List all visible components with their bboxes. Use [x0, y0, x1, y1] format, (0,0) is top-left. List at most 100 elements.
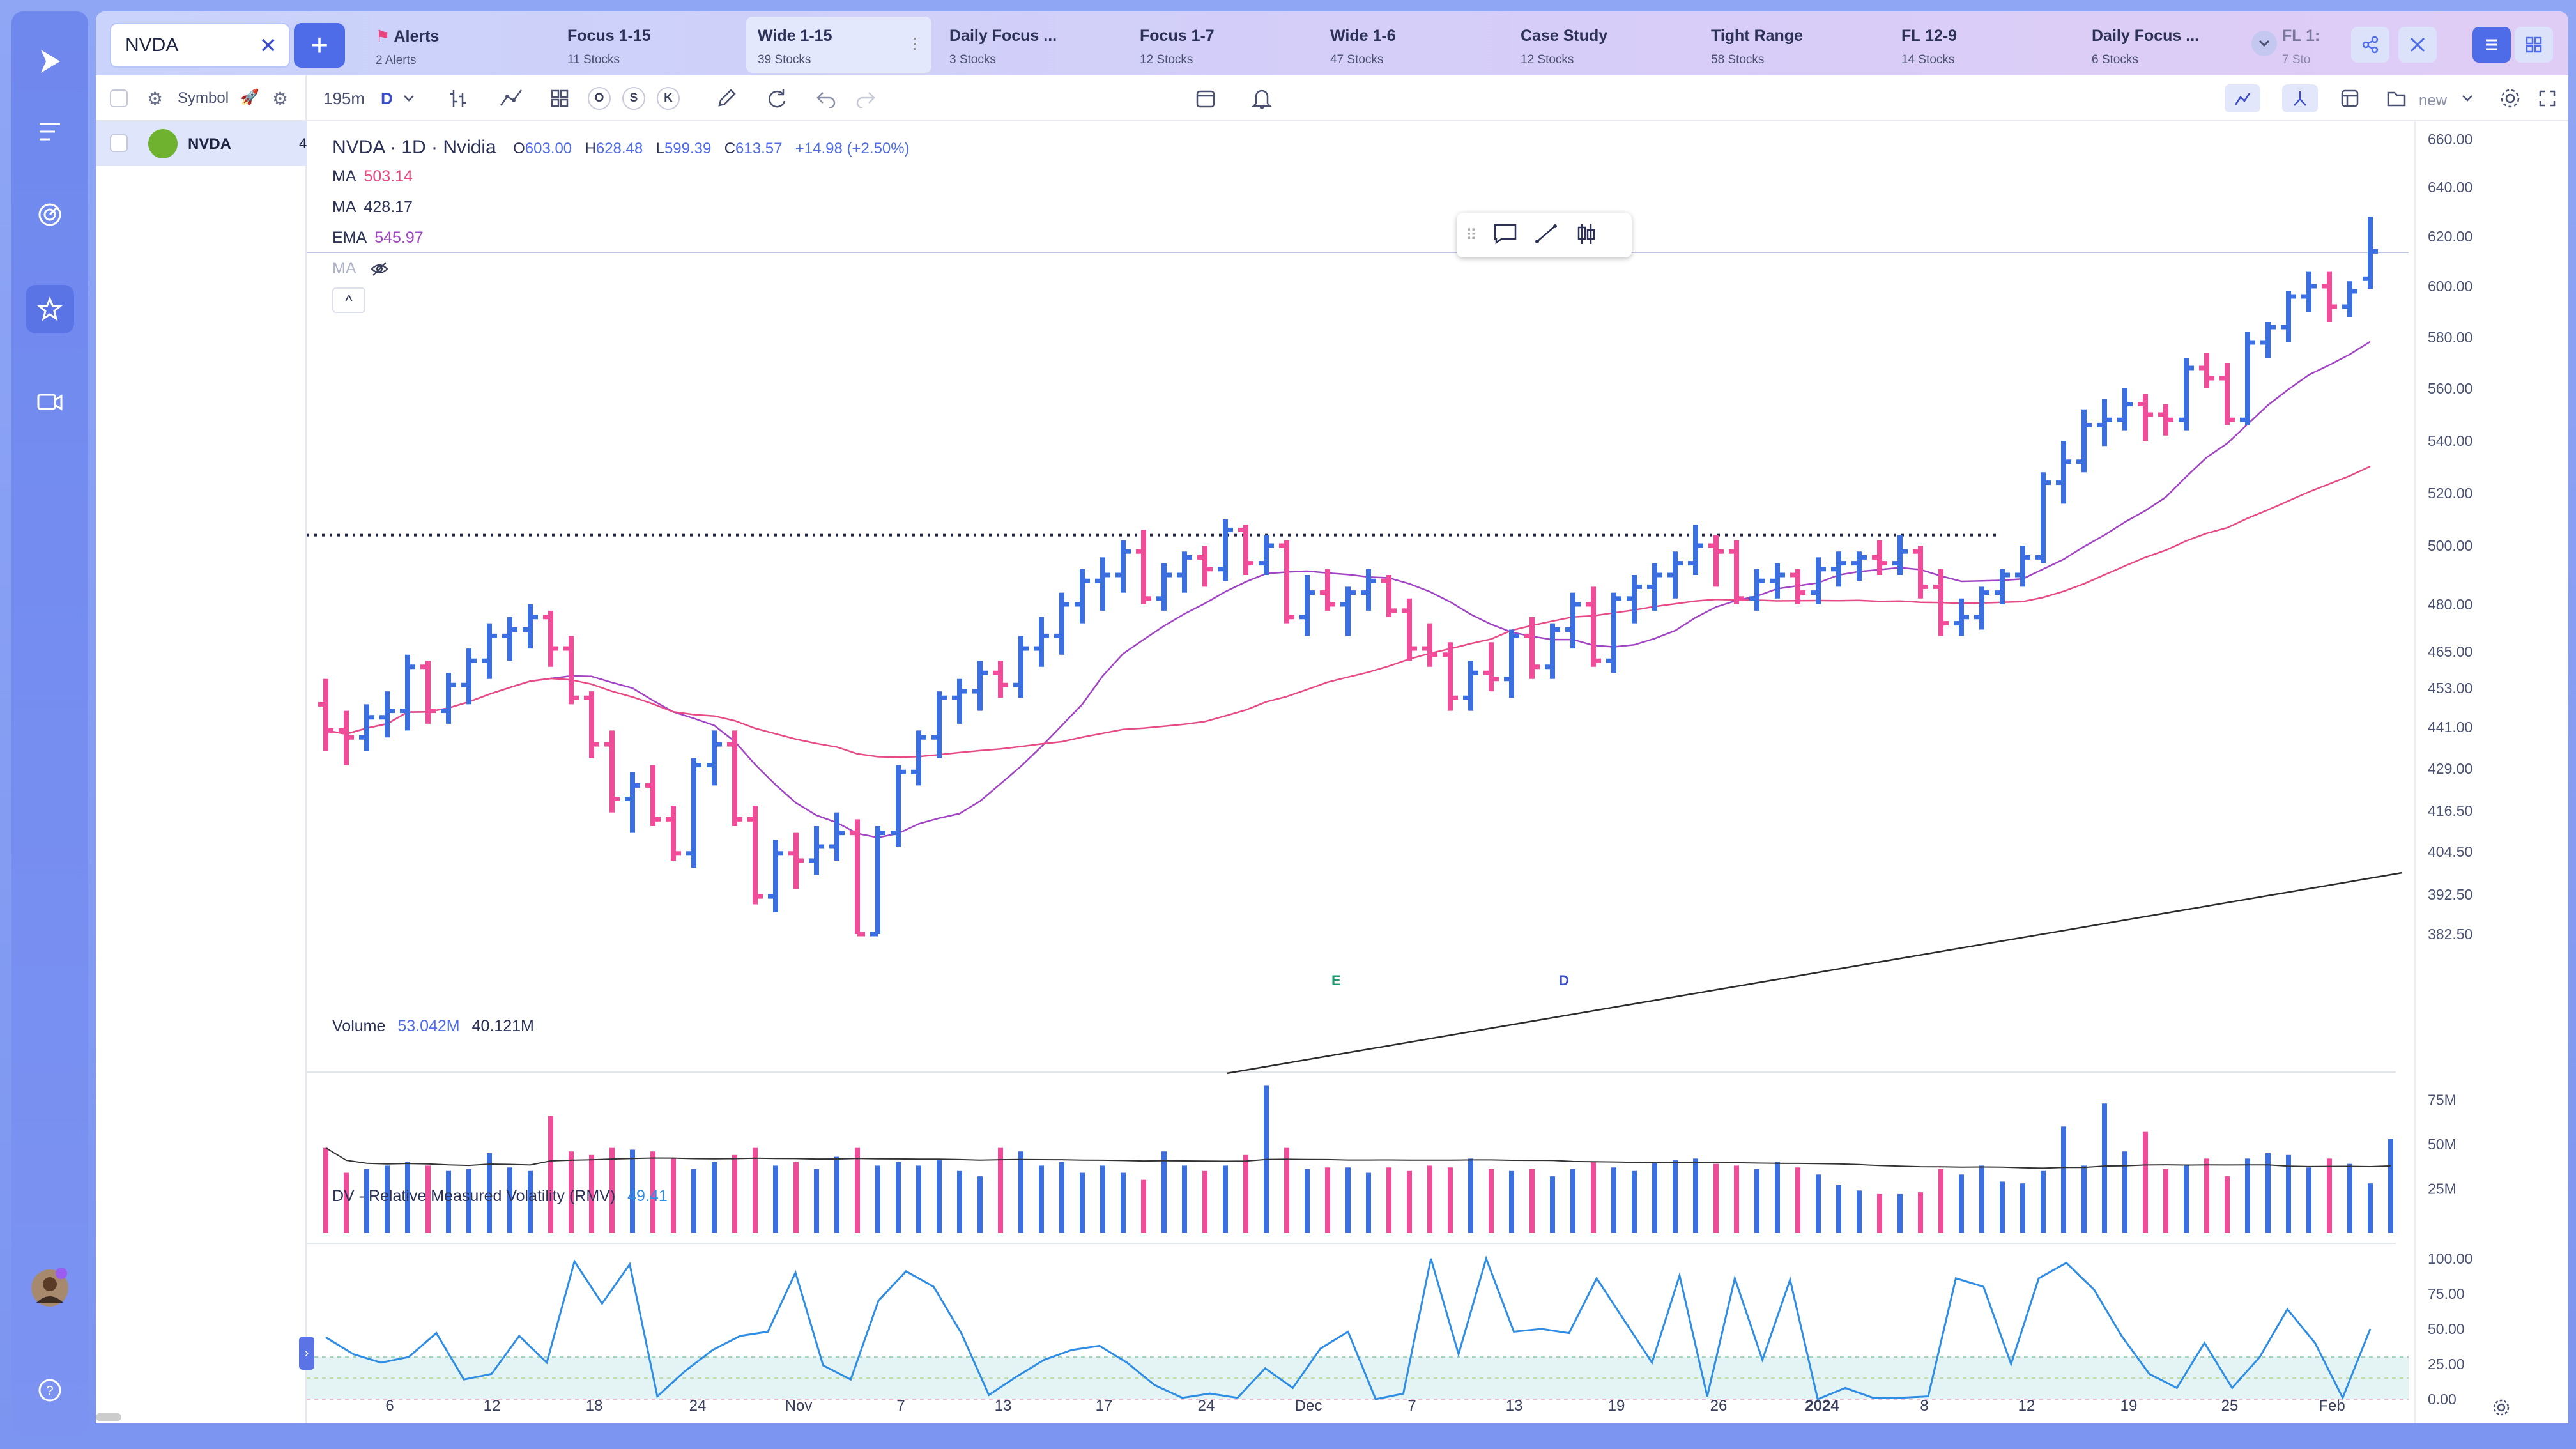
price-tick-label: 640.00 [2428, 179, 2472, 195]
tab-subtitle: 11 Stocks [567, 53, 620, 66]
grid-view-icon[interactable] [2515, 27, 2553, 63]
price-tick-label: 465.00 [2428, 643, 2472, 660]
tab-focus-1-15[interactable]: Focus 1-15 11 Stocks [556, 17, 741, 73]
candle-tool-icon[interactable] [1574, 222, 1600, 249]
tab-fl-1[interactable]: FL 1: 7 Sto [2271, 17, 2366, 73]
list-item[interactable]: NVDA 4 [96, 121, 307, 166]
folder-icon[interactable] [2386, 84, 2407, 112]
tab-daily-focus[interactable]: Daily Focus ... 3 Stocks [938, 17, 1123, 73]
period-dropdown-icon[interactable] [402, 84, 415, 112]
earnings-event-marker[interactable]: E [1331, 972, 1341, 988]
rocket-icon[interactable]: 🚀 [240, 89, 259, 106]
o-toggle-button[interactable]: O [588, 87, 611, 110]
open-value: 603.00 [525, 140, 572, 157]
ohlc-bar [2035, 472, 2051, 564]
layout-name-select[interactable]: new [2419, 92, 2448, 109]
price-chart[interactable]: 660.00 640.00 620.00 600.00 580.00 560.00 540.… [307, 121, 2568, 1423]
layout-grid-icon[interactable] [549, 84, 570, 112]
expand-panel-chevron-icon[interactable]: › [299, 1337, 314, 1370]
x-tick-label: 7 [1407, 1397, 1416, 1414]
tab-subtitle: 2 Alerts [376, 54, 417, 67]
ohlc-bar [1831, 551, 1846, 587]
volume-bar [1284, 1147, 1289, 1233]
chart-style-line-icon[interactable] [2225, 84, 2260, 112]
fullscreen-icon[interactable] [2538, 84, 2557, 112]
help-icon[interactable]: ? [26, 1366, 74, 1414]
draw-pencil-icon[interactable] [716, 84, 737, 112]
x-share-icon[interactable] [2398, 27, 2437, 63]
radar-icon[interactable] [26, 190, 74, 239]
tab-wide-1-6[interactable]: Wide 1-6 47 Stocks [1319, 17, 1504, 73]
tab-daily-focus-2[interactable]: Daily Focus ... 6 Stocks [2080, 17, 2266, 73]
dividend-event-marker[interactable]: D [1559, 972, 1569, 988]
ma-value: 503.14 [364, 167, 413, 185]
tab-subtitle: 47 Stocks [1330, 53, 1384, 66]
chart-compare-icon[interactable] [2282, 84, 2318, 112]
watchlist-star-icon[interactable] [26, 285, 74, 334]
user-avatar[interactable] [26, 1264, 74, 1312]
logo-icon[interactable] [26, 37, 74, 86]
column-settings-gear-icon[interactable]: ⚙ [272, 89, 289, 109]
comment-icon[interactable] [1492, 222, 1518, 249]
layout-dropdown-icon[interactable] [2461, 84, 2474, 112]
row-checkbox[interactable] [110, 134, 128, 152]
chart-settings-gear-icon[interactable] [2499, 84, 2521, 112]
undo-icon[interactable] [815, 84, 837, 112]
volume-legend[interactable]: Volume 53.042M 40.121M [332, 1017, 534, 1036]
ohlc-bar [850, 819, 865, 937]
menu-icon[interactable] [26, 107, 74, 156]
ma-legend-1[interactable]: MA 503.14 [332, 167, 413, 186]
trendline-icon[interactable] [1533, 222, 1559, 249]
high-value: 628.48 [595, 140, 643, 157]
clear-search-icon[interactable]: ✕ [259, 34, 278, 58]
indicators-icon[interactable] [498, 84, 524, 112]
refresh-icon[interactable] [765, 84, 788, 112]
tab-focus-1-7[interactable]: Focus 1-7 12 Stocks [1128, 17, 1314, 73]
tab-case-study[interactable]: Case Study 12 Stocks [1509, 17, 1694, 73]
alert-bell-icon[interactable] [1251, 84, 1273, 112]
volume-bar [2347, 1163, 2352, 1233]
rmv-legend[interactable]: DV - Relative Measured Volatility (RMV) … [332, 1187, 668, 1206]
ma-legend-2[interactable]: MA 428.17 [332, 198, 413, 217]
redo-icon[interactable] [855, 84, 877, 112]
ema-legend[interactable]: EMA 545.97 [332, 229, 424, 247]
volume-bar [528, 1170, 533, 1233]
tab-title: Daily Focus ... [2092, 27, 2200, 45]
symbol-search-input[interactable]: NVDA ✕ [110, 23, 290, 68]
interval-selector[interactable]: 195m [323, 88, 365, 108]
hidden-eye-icon[interactable] [370, 259, 389, 277]
scroll-tabs-chevron-icon[interactable] [2251, 31, 2277, 56]
list-view-icon[interactable] [2472, 27, 2511, 63]
collapse-legend-button[interactable]: ^ [332, 288, 365, 313]
add-watchlist-button[interactable]: + [294, 23, 345, 68]
nvidia-logo-icon [148, 129, 178, 158]
k-toggle-button[interactable]: K [657, 87, 680, 110]
price-tick-label: 441.00 [2428, 719, 2472, 735]
tab-alerts[interactable]: ⚑ Alerts 2 Alerts [364, 17, 549, 73]
video-icon[interactable] [26, 378, 74, 427]
symbol-search-value[interactable]: NVDA [125, 34, 179, 56]
tab-fl-12-9[interactable]: FL 12-9 14 Stocks [1890, 17, 2075, 73]
share-icon[interactable] [2351, 27, 2389, 63]
list-settings-gear-icon[interactable]: ⚙ [147, 89, 164, 109]
bar-type-icon[interactable] [447, 84, 469, 112]
svg-text:?: ? [46, 1384, 53, 1398]
calendar-icon[interactable] [1195, 84, 1216, 112]
s-toggle-button[interactable]: S [622, 87, 645, 110]
open-label: O [513, 140, 525, 157]
tab-wide-1-15[interactable]: Wide 1-15 39 Stocks ⋮ [746, 17, 931, 73]
tab-drag-handle-icon[interactable]: ⋮ [907, 35, 923, 52]
period-selector[interactable]: D [381, 88, 393, 108]
drag-handle-icon[interactable]: ⠿ [1466, 226, 1477, 244]
select-all-checkbox[interactable] [110, 89, 128, 107]
symbol-column-header[interactable]: Symbol [178, 89, 229, 107]
x-tick-label: 7 [896, 1397, 905, 1414]
chart-toolbar: 195m D O S K [307, 75, 2568, 121]
volume-bar [1693, 1158, 1698, 1233]
ma-legend-hidden[interactable]: MA [332, 259, 389, 278]
horizontal-scrollbar[interactable] [96, 1413, 121, 1421]
tab-tight-range[interactable]: Tight Range 58 Stocks [1699, 17, 1885, 73]
panel-layout-icon[interactable] [2340, 84, 2360, 112]
chart-settings-small-gear-icon[interactable] [2492, 1398, 2511, 1420]
price-tick-label: 620.00 [2428, 228, 2472, 245]
